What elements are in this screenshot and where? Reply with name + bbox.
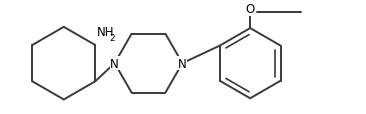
Text: N: N xyxy=(110,57,119,70)
Text: O: O xyxy=(246,3,255,16)
Text: 2: 2 xyxy=(109,34,115,43)
Text: NH: NH xyxy=(96,26,114,39)
Text: N: N xyxy=(178,57,187,70)
